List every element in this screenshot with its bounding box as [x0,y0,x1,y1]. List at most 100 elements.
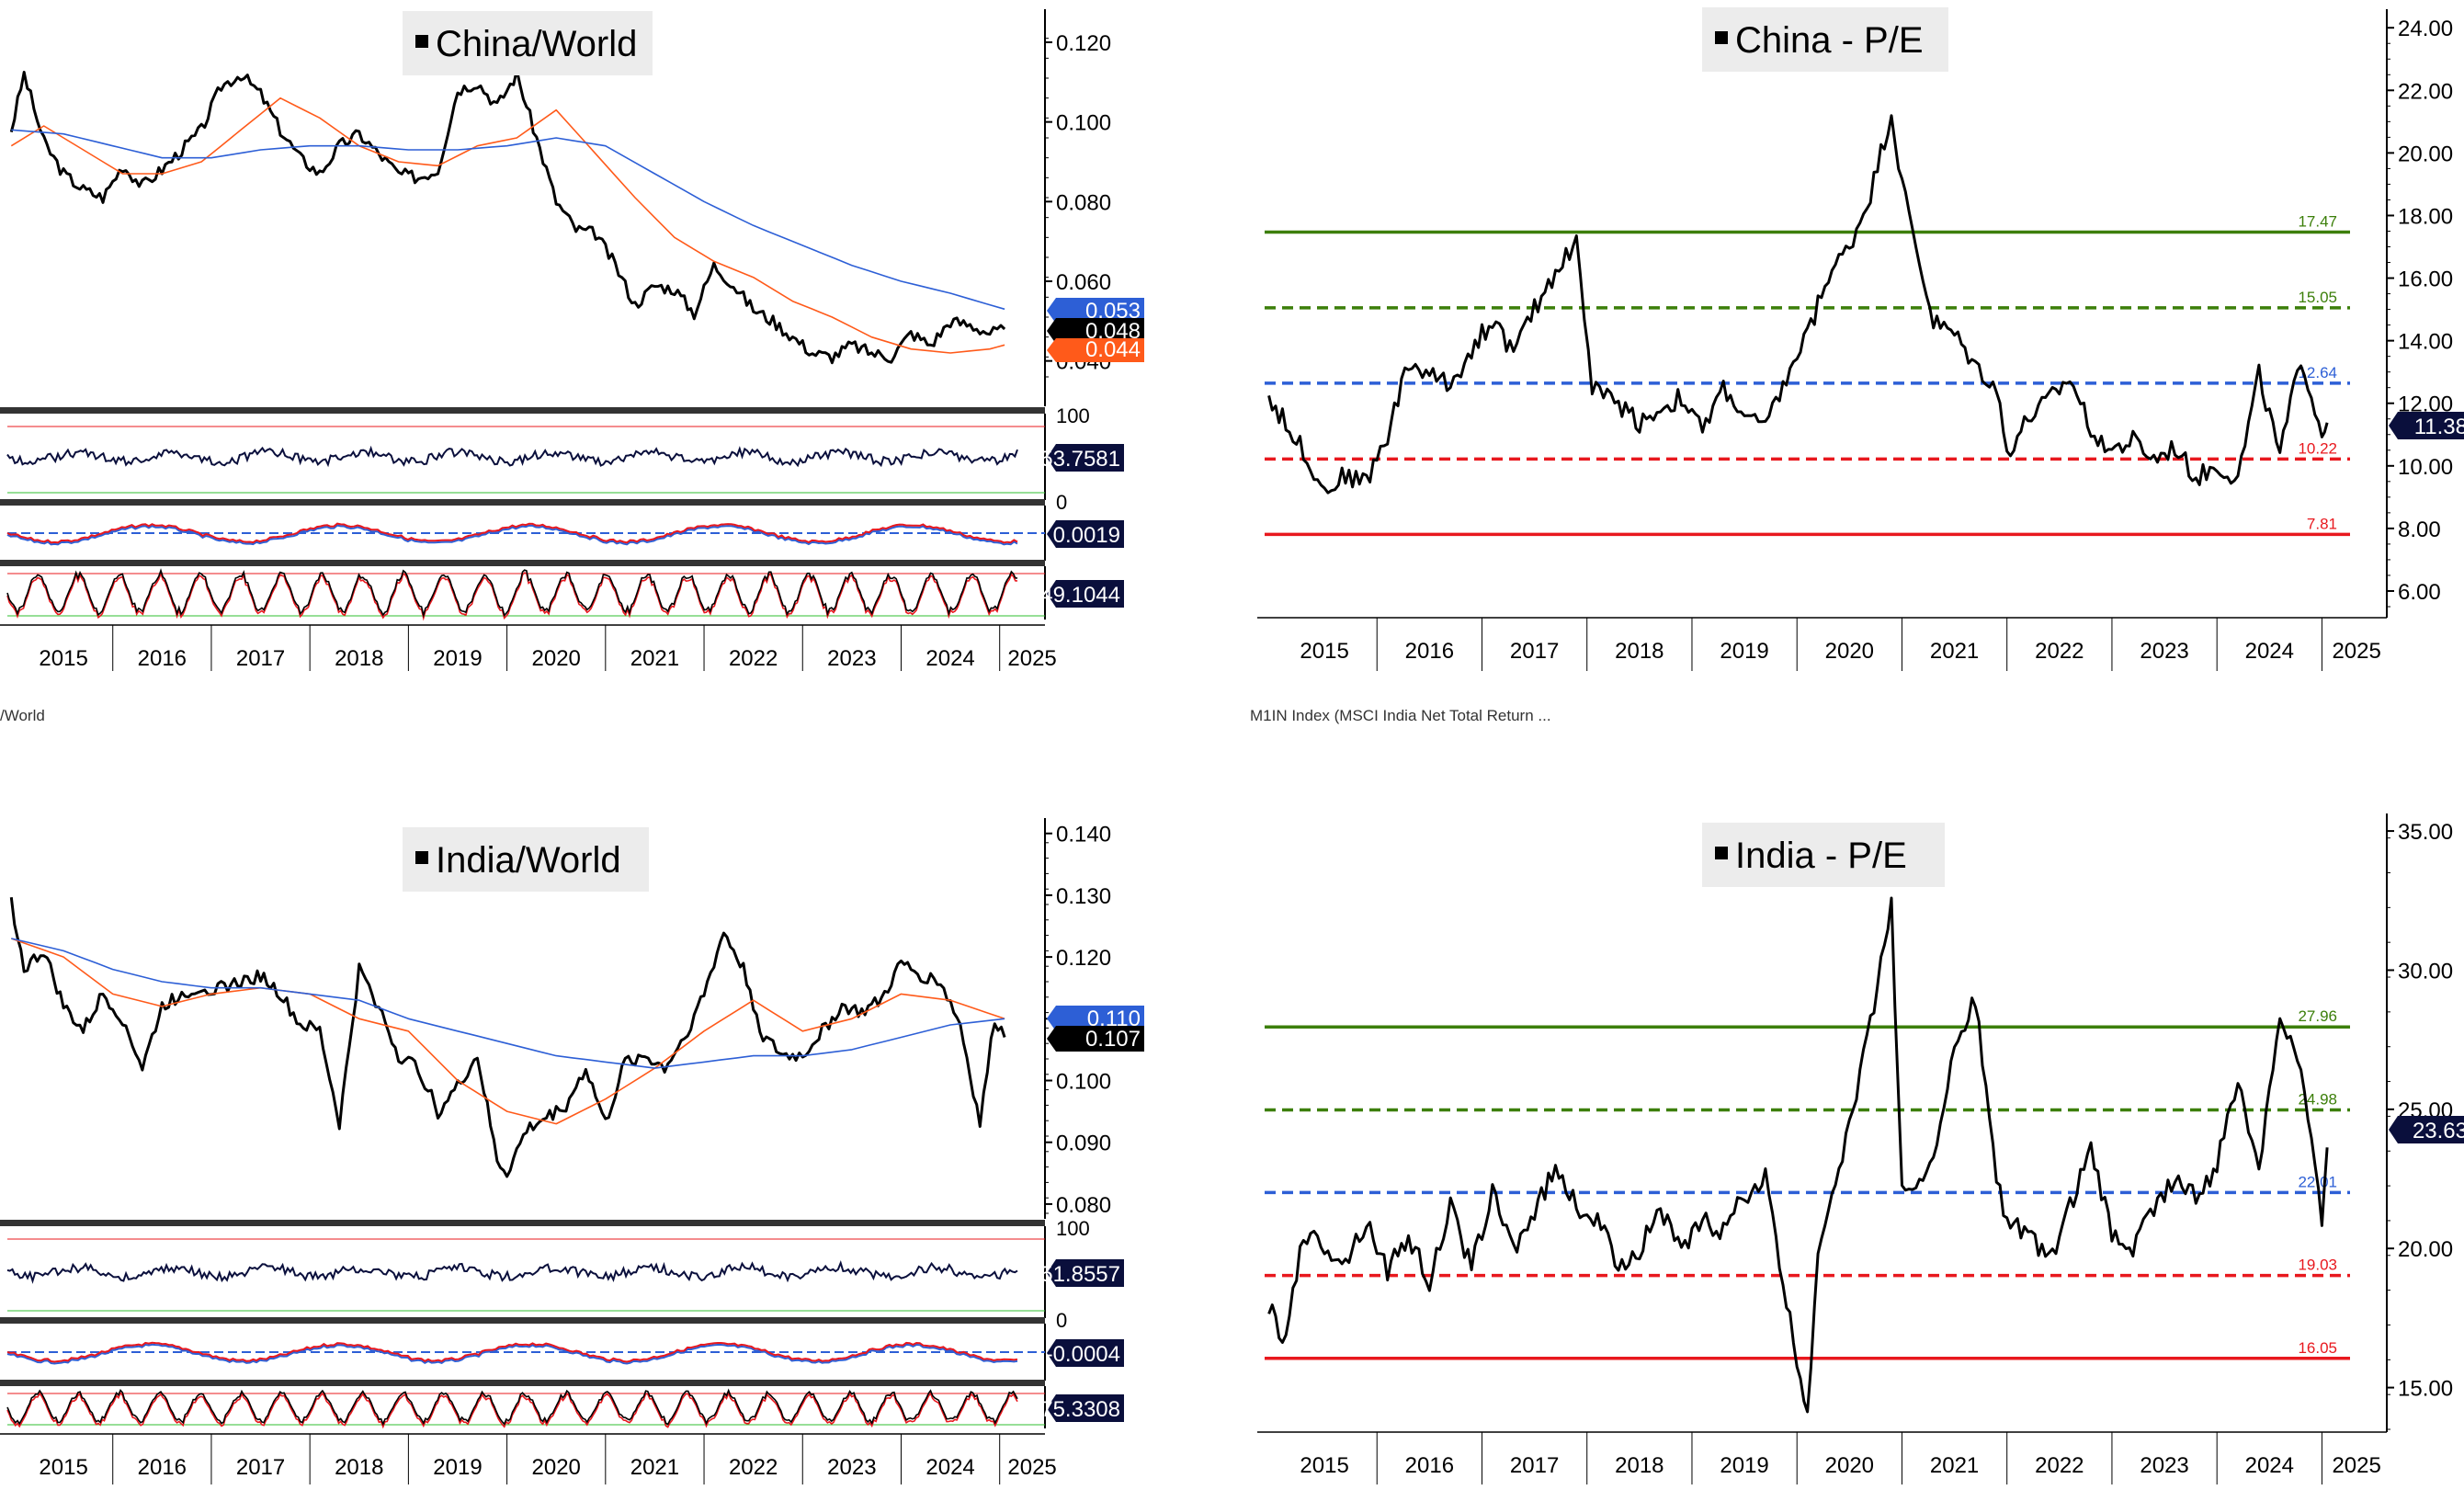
series-line-ma_slow [11,938,1005,1069]
stoch-k-line [6,1388,1018,1427]
title-box [403,827,649,892]
pe-value-tag: 11.38 [2389,412,2464,439]
price-tag-text: 0.107 [1085,1027,1141,1052]
panel-separator [0,1380,1045,1386]
x-tick-label: 2020 [532,1455,581,1480]
y-tick-label: 0.080 [1056,190,1111,215]
level-label: 17.47 [2298,213,2337,231]
rsi-value-tag-text: 51.8557 [1040,1262,1120,1287]
x-tick-label: 2019 [1720,639,1768,664]
legend-square-icon [1715,31,1728,44]
x-tick-label: 2019 [1720,1453,1768,1478]
stoch-value-tag-text: 75.3308 [1040,1397,1120,1422]
y-tick-label: 22.00 [2398,79,2453,104]
legend-square-icon [1715,847,1728,859]
stoch-value-tag-shape [1047,580,1124,608]
x-tick-label: 2016 [1405,639,1454,664]
x-axis: 2015 2016 2017 2018 2019 2020 2021 2022 2023 2024… [0,624,1057,671]
x-axis: 2015 2016 2017 2018 2019 2020 2021 2022 2023 2024… [1257,1431,2387,1484]
pe-value-tag-shape [2389,412,2464,439]
chart-title: China - P/E [1735,20,1924,61]
y-tick-label: 15.00 [2398,1377,2453,1402]
macd-value-tag-shape [1047,520,1124,548]
rsi-value-tag-shape [1047,444,1124,472]
x-tick-label: 2016 [1405,1453,1454,1478]
price-tag-shape [1047,318,1144,344]
legend-square-icon [415,35,428,48]
price-tag: 0.107 [1047,1026,1144,1052]
price-tag-shape [1047,1026,1144,1052]
level-label: 24.98 [2298,1090,2337,1108]
macd-line [6,522,1018,544]
indicator-macd [0,499,1046,561]
x-tick-label: 2025 [2332,639,2380,664]
stoch-value-tag-shape [1047,1394,1124,1422]
macd-value-tag-text: 0.0019 [1053,523,1120,548]
rsi-line [6,1259,1018,1284]
chart-1: 24.0022.0020.0018.0016.0014.0012.0010.00… [1265,7,2453,618]
series-line-price [9,68,1006,365]
y-tick-label: 18.00 [2398,204,2453,229]
macd-value-tag-shape [1047,1339,1124,1367]
footer-right: M1IN Index (MSCI India Net Total Return … [1250,707,1551,724]
indicator-rsi: 100 0 [0,1217,1090,1332]
stoch-d-line [6,1391,1018,1429]
x-tick-label: 2023 [2140,1453,2188,1478]
x-tick-label: 2015 [39,1455,87,1480]
x-tick-label: 2023 [827,646,876,671]
series-line-pe [1267,114,2329,495]
y-tick-label: 8.00 [2398,518,2441,542]
y-tick-label: 20.00 [2398,1237,2453,1262]
chart-title: India/World [436,840,621,881]
chart-3: 35.0030.0025.0020.0015.0027.9624.9822.01… [1265,813,2453,1432]
panel-separator [0,499,1045,506]
y-tick-label: 0.100 [1056,1070,1111,1095]
y-tick-label: 0.080 [1056,1193,1111,1218]
series-line-ma_fast [11,938,1005,1125]
ma-fast-tag-shape [1047,338,1144,362]
level-label: 10.22 [2298,439,2337,457]
x-tick-label: 2022 [729,646,778,671]
y-tick-label: 0.120 [1056,946,1111,971]
series-line-ma_fast [10,97,1005,354]
indicator-stochastic [0,560,1046,621]
y-tick-label: 10.00 [2398,455,2453,480]
rsi-top-label: 100 [1056,404,1090,427]
x-tick-label: 2021 [1930,639,1979,664]
y-tick-label: 35.00 [2398,820,2453,845]
x-tick-label: 2024 [2245,1453,2294,1478]
level-label: 15.05 [2298,289,2337,306]
series-line-pe [1267,896,2329,1414]
ma-slow-tag-shape [1047,1006,1144,1031]
stoch-value-tag: 49.1044 [1040,580,1124,608]
x-tick-label: 2024 [925,646,974,671]
y-tick-label: 6.00 [2398,580,2441,605]
x-tick-label: 2021 [630,646,679,671]
x-tick-label: 2022 [2035,639,2084,664]
pe-value-tag-text: 23.63 [2413,1119,2464,1143]
pe-value-tag-shape [2389,1116,2464,1143]
pe-value-tag: 23.63 [2389,1116,2464,1143]
chart-title: China/World [436,24,637,64]
x-tick-label: 2015 [39,646,87,671]
indicator-rsi: 100 0 [0,404,1090,514]
x-tick-label: 2015 [1300,1453,1348,1478]
level-label: 16.05 [2298,1339,2337,1357]
macd-value-tag: -0.0004 [1046,1339,1124,1367]
macd-signal-line [6,524,1018,546]
x-tick-label: 2016 [138,1455,187,1480]
ma-slow-tag-shape [1047,298,1144,324]
x-tick-label: 2019 [433,1455,482,1480]
rsi-bottom-label: 0 [1056,1309,1067,1332]
x-tick-label: 2018 [1615,639,1663,664]
indicator-macd [0,1317,1046,1381]
x-tick-label: 2015 [1300,639,1348,664]
ma-fast-tag: 0.044 [1047,337,1144,362]
rsi-value-tag-text: 53.7581 [1040,447,1120,472]
x-tick-label: 2017 [1510,1453,1559,1478]
macd-value-tag-text: -0.0004 [1046,1342,1120,1367]
series-line-ma_slow [11,129,1005,311]
